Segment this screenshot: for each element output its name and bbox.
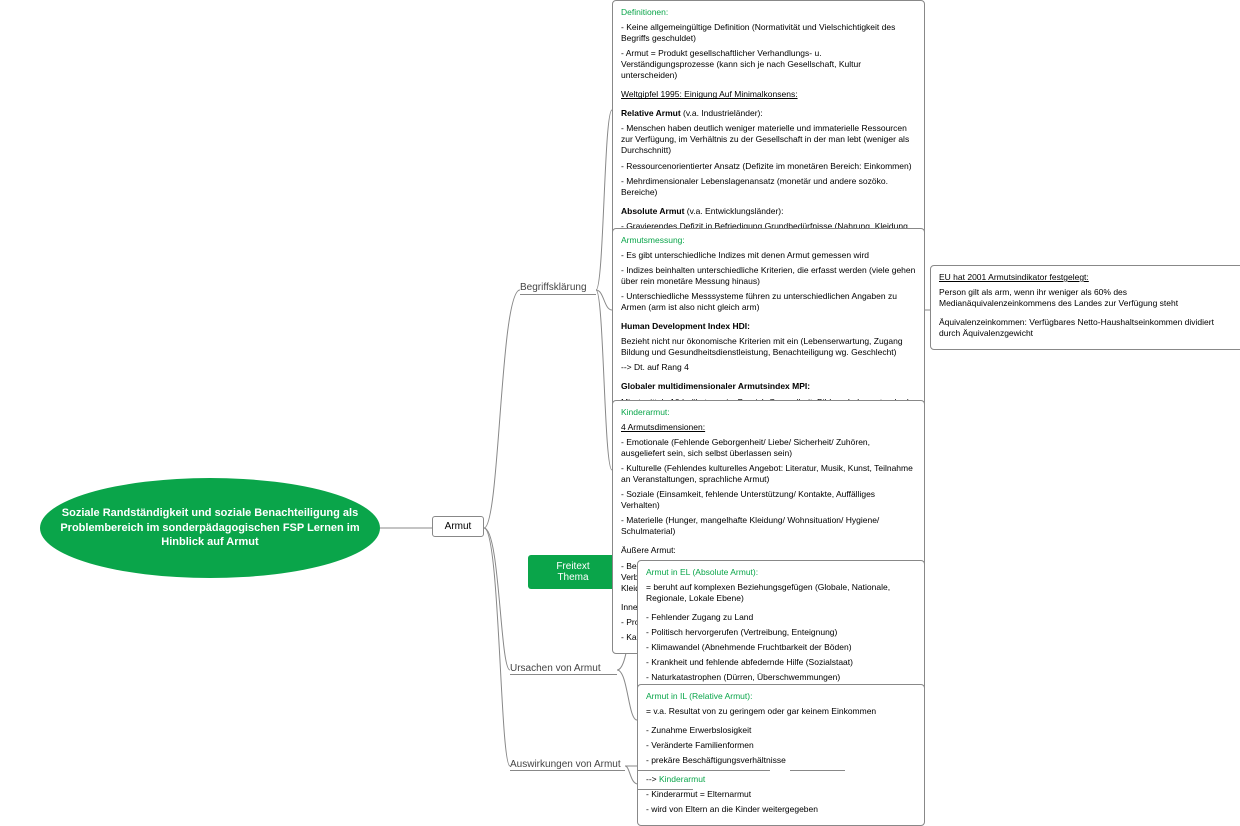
box-armut-il[interactable]: Armut in IL (Relative Armut):= v.a. Resu… [637,684,925,826]
label-begriff[interactable]: Begriffsklärung [520,282,587,293]
box-eu[interactable]: EU hat 2001 Armutsindikator festgelegt:P… [930,265,1240,350]
root-node[interactable]: Soziale Randständigkeit und soziale Bena… [40,478,380,578]
underline [638,789,693,790]
underline [510,770,625,771]
underline [520,294,596,295]
underline [790,770,845,771]
label-auswirkungen[interactable]: Auswirkungen von Armut [510,759,621,770]
label-ursachen[interactable]: Ursachen von Armut [510,663,601,674]
underline [510,674,617,675]
freitext-node[interactable]: Freitext Thema [528,555,618,589]
underline [638,770,770,771]
armut-node[interactable]: Armut [432,516,484,537]
